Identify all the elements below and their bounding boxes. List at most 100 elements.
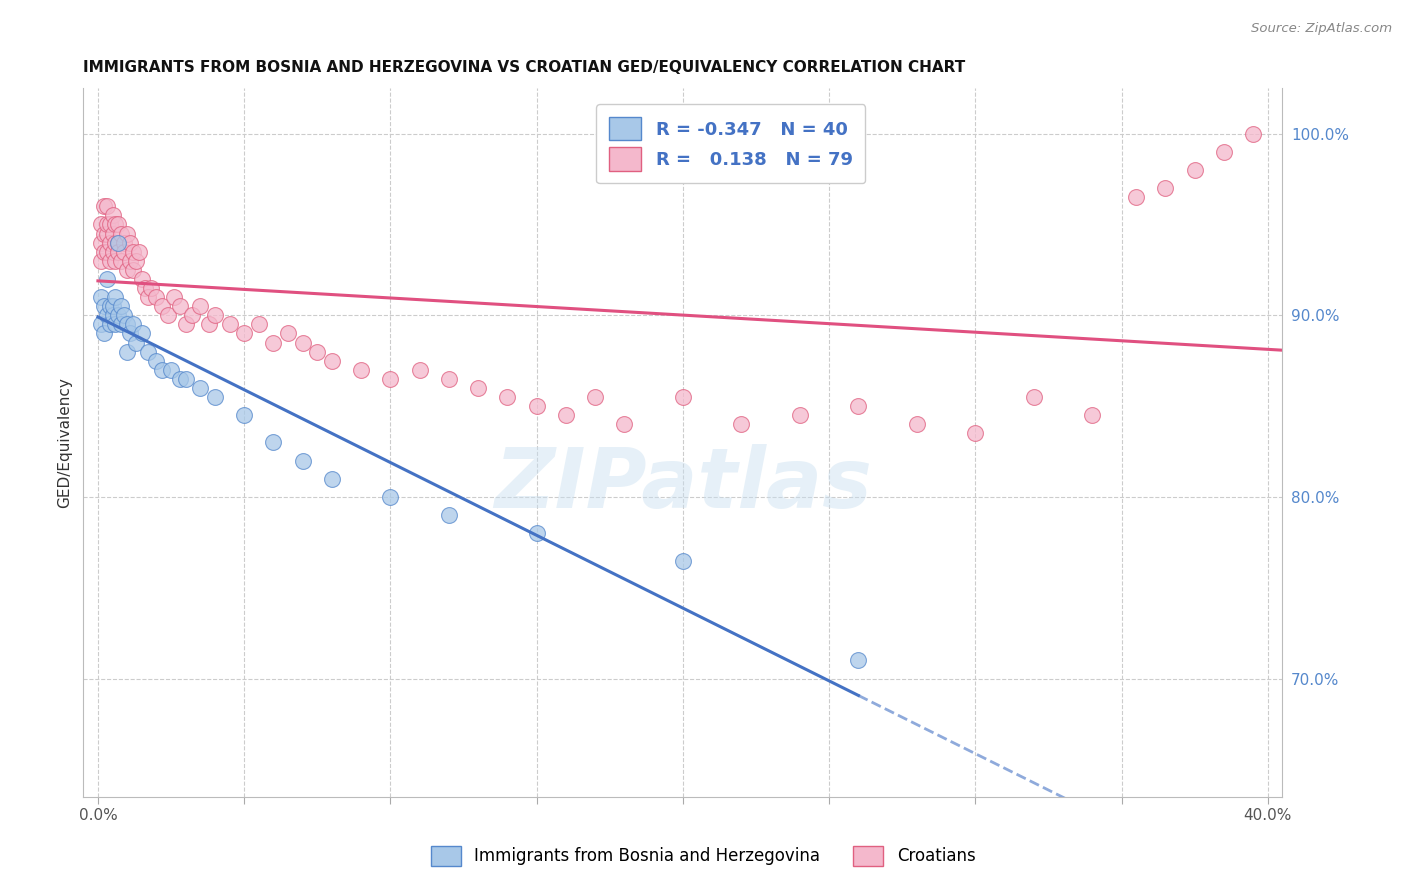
Point bbox=[98, 299, 121, 313]
Point bbox=[112, 308, 135, 322]
Point bbox=[291, 335, 314, 350]
Legend: R = -0.347   N = 40, R =   0.138   N = 79: R = -0.347 N = 40, R = 0.138 N = 79 bbox=[596, 104, 865, 183]
Point bbox=[93, 299, 115, 313]
Point bbox=[104, 218, 127, 232]
Point bbox=[1213, 145, 1236, 159]
Point bbox=[107, 235, 129, 250]
Point bbox=[1241, 127, 1264, 141]
Point bbox=[169, 372, 191, 386]
Point bbox=[110, 253, 132, 268]
Point bbox=[122, 318, 145, 332]
Point bbox=[115, 227, 138, 241]
Text: Source: ZipAtlas.com: Source: ZipAtlas.com bbox=[1251, 22, 1392, 36]
Point bbox=[169, 299, 191, 313]
Point bbox=[93, 227, 115, 241]
Point bbox=[110, 318, 132, 332]
Point bbox=[115, 263, 138, 277]
Point bbox=[90, 290, 112, 304]
Point bbox=[98, 253, 121, 268]
Point bbox=[150, 363, 173, 377]
Point bbox=[613, 417, 636, 432]
Point bbox=[101, 308, 124, 322]
Point bbox=[1022, 390, 1045, 404]
Point bbox=[125, 335, 148, 350]
Point bbox=[188, 381, 211, 395]
Point bbox=[96, 227, 118, 241]
Point bbox=[104, 253, 127, 268]
Point bbox=[90, 218, 112, 232]
Point bbox=[321, 353, 343, 368]
Point bbox=[128, 244, 150, 259]
Point bbox=[122, 244, 145, 259]
Point bbox=[554, 408, 576, 422]
Point bbox=[496, 390, 519, 404]
Point bbox=[174, 318, 197, 332]
Point bbox=[98, 218, 121, 232]
Point bbox=[112, 244, 135, 259]
Point bbox=[101, 299, 124, 313]
Point bbox=[90, 253, 112, 268]
Point bbox=[291, 453, 314, 467]
Point bbox=[139, 281, 162, 295]
Point bbox=[96, 272, 118, 286]
Point bbox=[104, 290, 127, 304]
Point bbox=[145, 290, 167, 304]
Point bbox=[198, 318, 221, 332]
Point bbox=[98, 235, 121, 250]
Point bbox=[107, 308, 129, 322]
Point bbox=[1125, 190, 1147, 204]
Point bbox=[93, 244, 115, 259]
Point bbox=[104, 235, 127, 250]
Point bbox=[380, 372, 402, 386]
Text: IMMIGRANTS FROM BOSNIA AND HERZEGOVINA VS CROATIAN GED/EQUIVALENCY CORRELATION C: IMMIGRANTS FROM BOSNIA AND HERZEGOVINA V… bbox=[83, 60, 966, 75]
Point bbox=[965, 426, 987, 441]
Point bbox=[526, 399, 548, 413]
Point bbox=[107, 235, 129, 250]
Point bbox=[96, 308, 118, 322]
Point bbox=[583, 390, 606, 404]
Point bbox=[160, 363, 183, 377]
Point bbox=[233, 326, 256, 341]
Point bbox=[1081, 408, 1104, 422]
Point bbox=[1184, 163, 1206, 178]
Point bbox=[526, 526, 548, 541]
Point bbox=[730, 417, 752, 432]
Point bbox=[96, 218, 118, 232]
Point bbox=[93, 326, 115, 341]
Point bbox=[672, 553, 695, 567]
Point bbox=[101, 227, 124, 241]
Point bbox=[112, 235, 135, 250]
Point bbox=[101, 208, 124, 222]
Point bbox=[1154, 181, 1177, 195]
Point bbox=[110, 299, 132, 313]
Point bbox=[131, 272, 153, 286]
Point bbox=[277, 326, 299, 341]
Point bbox=[789, 408, 811, 422]
Point bbox=[163, 290, 186, 304]
Point bbox=[131, 326, 153, 341]
Point bbox=[307, 344, 329, 359]
Point bbox=[107, 244, 129, 259]
Point bbox=[233, 408, 256, 422]
Point bbox=[120, 253, 142, 268]
Y-axis label: GED/Equivalency: GED/Equivalency bbox=[58, 377, 72, 508]
Point bbox=[672, 390, 695, 404]
Point bbox=[262, 335, 284, 350]
Legend: Immigrants from Bosnia and Herzegovina, Croatians: Immigrants from Bosnia and Herzegovina, … bbox=[418, 832, 988, 880]
Point bbox=[204, 390, 226, 404]
Point bbox=[437, 372, 460, 386]
Text: ZIPatlas: ZIPatlas bbox=[494, 444, 872, 525]
Point bbox=[380, 490, 402, 504]
Point bbox=[90, 318, 112, 332]
Point bbox=[437, 508, 460, 522]
Point bbox=[848, 653, 870, 667]
Point bbox=[174, 372, 197, 386]
Point bbox=[848, 399, 870, 413]
Point bbox=[180, 308, 202, 322]
Point bbox=[115, 344, 138, 359]
Point bbox=[188, 299, 211, 313]
Point bbox=[136, 344, 159, 359]
Point bbox=[120, 235, 142, 250]
Point bbox=[262, 435, 284, 450]
Point bbox=[125, 253, 148, 268]
